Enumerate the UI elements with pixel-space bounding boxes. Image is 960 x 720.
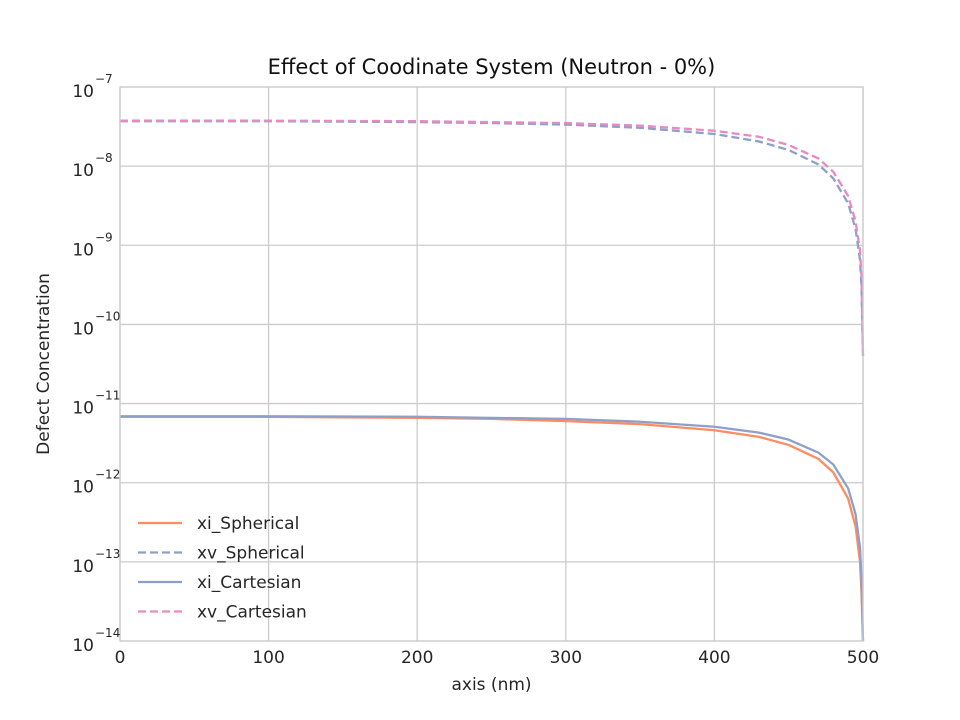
x-tick-label: 300 — [550, 648, 582, 668]
x-axis-label: axis (nm) — [451, 675, 531, 695]
y-tick-label: 10−13 — [72, 547, 120, 577]
x-tick-label: 0 — [115, 648, 126, 668]
plot-background — [120, 87, 863, 641]
y-tick-base: 10 — [72, 478, 94, 498]
x-tick-label: 500 — [847, 648, 879, 668]
y-tick-exponent: −14 — [95, 626, 120, 640]
y-tick-base: 10 — [72, 636, 94, 656]
legend-label: xv_Cartesian — [197, 603, 307, 623]
y-axis-label: Defect Concentration — [34, 273, 54, 455]
y-tick-base: 10 — [72, 399, 94, 419]
y-tick-base: 10 — [72, 161, 94, 181]
legend-label: xi_Cartesian — [197, 573, 301, 593]
y-tick-exponent: −12 — [95, 468, 120, 482]
y-tick-exponent: −8 — [95, 151, 113, 165]
series-line-xv-cartesian — [120, 119, 865, 356]
series-line-xi-cartesian — [120, 415, 865, 642]
x-tick-label: 400 — [698, 648, 730, 668]
y-tick-exponent: −13 — [95, 547, 120, 561]
chart-title: Effect of Coodinate System (Neutron - 0%… — [268, 55, 716, 79]
legend: xi_Spherical xv_Spherical xi_Cartesian xv_C… — [138, 514, 307, 623]
legend-label: xv_Spherical — [197, 544, 305, 564]
y-tick-label: 10−11 — [72, 389, 120, 419]
y-tick-label: 10−10 — [72, 309, 120, 339]
y-tick-label: 10−14 — [72, 626, 120, 656]
y-tick-base: 10 — [72, 319, 94, 339]
plot-frame — [119, 86, 864, 642]
y-tick-base: 10 — [72, 82, 94, 102]
x-tick-label: 200 — [401, 648, 433, 668]
series-line-xv-spherical — [120, 120, 865, 356]
x-tick-labels: 0 100 200 300 400 500 — [115, 648, 880, 668]
series-layer — [120, 119, 865, 642]
y-tick-label: 10−12 — [72, 468, 120, 498]
y-tick-label: 10−7 — [72, 72, 112, 102]
x-tick-label: 100 — [252, 648, 284, 668]
y-tick-base: 10 — [72, 240, 94, 260]
y-tick-label: 10−8 — [72, 151, 112, 181]
y-tick-exponent: −10 — [95, 309, 120, 323]
y-tick-label: 10−9 — [72, 230, 112, 260]
y-tick-exponent: −11 — [95, 389, 120, 403]
y-tick-base: 10 — [72, 557, 94, 577]
y-tick-exponent: −9 — [95, 230, 113, 244]
legend-label: xi_Spherical — [197, 514, 299, 534]
y-tick-exponent: −7 — [95, 72, 113, 86]
